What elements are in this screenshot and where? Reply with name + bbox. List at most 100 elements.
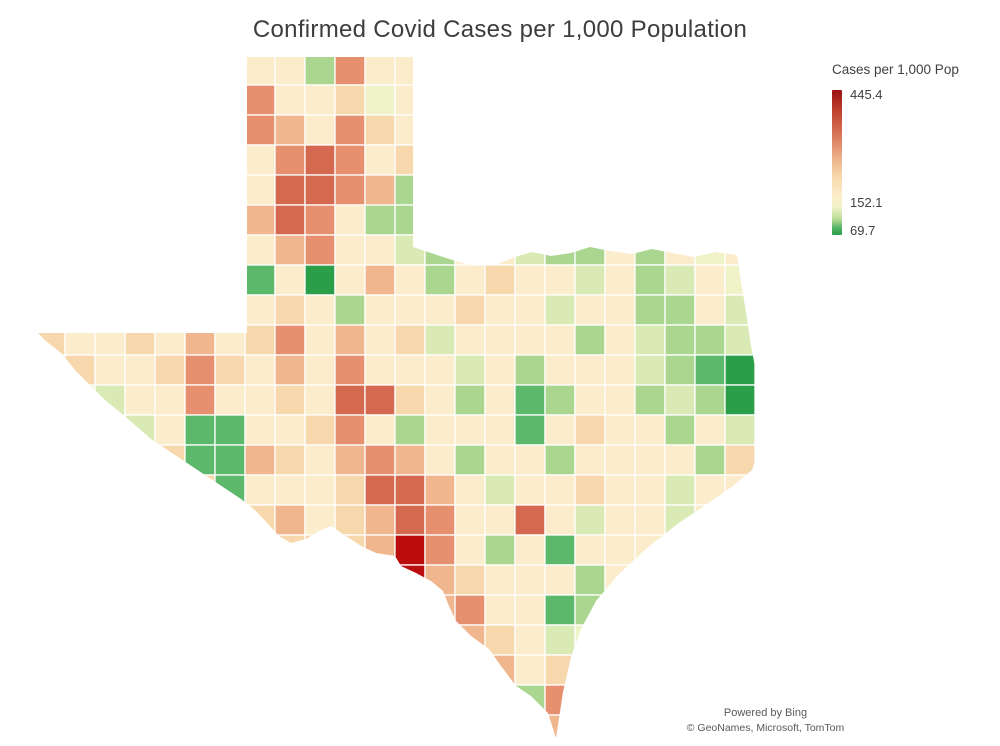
county-cell[interactable] — [334, 504, 366, 536]
county-cell[interactable] — [274, 144, 306, 176]
county-cell[interactable] — [664, 324, 696, 356]
county-cell[interactable] — [244, 474, 276, 506]
county-cell[interactable] — [454, 624, 486, 656]
county-cell[interactable] — [304, 84, 336, 116]
county-cell[interactable] — [274, 504, 306, 536]
county-cell[interactable] — [454, 354, 486, 386]
county-cell[interactable] — [394, 444, 426, 476]
county-cell[interactable] — [244, 174, 276, 206]
county-cell[interactable] — [544, 354, 576, 386]
county-cell[interactable] — [94, 384, 126, 416]
county-cell[interactable] — [364, 504, 396, 536]
county-cell[interactable] — [424, 594, 456, 626]
county-cell[interactable] — [64, 414, 96, 446]
county-cell[interactable] — [394, 55, 426, 86]
county-cell[interactable] — [604, 384, 636, 416]
county-cell[interactable] — [604, 354, 636, 386]
county-cell[interactable] — [544, 294, 576, 326]
county-cell[interactable] — [454, 234, 486, 266]
county-cell[interactable] — [394, 354, 426, 386]
county-cell[interactable] — [484, 414, 516, 446]
county-cell[interactable] — [304, 144, 336, 176]
county-cell[interactable] — [334, 354, 366, 386]
county-cell[interactable] — [35, 324, 66, 356]
county-cell[interactable] — [544, 474, 576, 506]
county-cell[interactable] — [604, 414, 636, 446]
county-cell[interactable] — [394, 234, 426, 266]
county-cell[interactable] — [424, 534, 456, 566]
county-cell[interactable] — [424, 324, 456, 356]
county-cell[interactable] — [544, 564, 576, 596]
county-cell[interactable] — [454, 564, 486, 596]
county-cell[interactable] — [514, 564, 546, 596]
county-cell[interactable] — [364, 384, 396, 416]
county-cell[interactable] — [244, 84, 276, 116]
county-cell[interactable] — [184, 324, 216, 356]
county-cell[interactable] — [154, 324, 186, 356]
county-cell[interactable] — [454, 384, 486, 416]
county-cell[interactable] — [664, 234, 696, 266]
county-cell[interactable] — [244, 264, 276, 296]
county-cell[interactable] — [394, 474, 426, 506]
county-cell[interactable] — [334, 534, 366, 566]
county-cell[interactable] — [484, 444, 516, 476]
county-cell[interactable] — [334, 234, 366, 266]
county-cell[interactable] — [124, 414, 156, 446]
county-cell[interactable] — [124, 384, 156, 416]
county-cell[interactable] — [634, 444, 666, 476]
county-cell[interactable] — [604, 234, 636, 266]
county-cell[interactable] — [244, 444, 276, 476]
county-cell[interactable] — [364, 84, 396, 116]
county-cell[interactable] — [244, 144, 276, 176]
county-cell[interactable] — [574, 474, 606, 506]
county-cell[interactable] — [274, 174, 306, 206]
county-cell[interactable] — [304, 414, 336, 446]
county-cell[interactable] — [244, 55, 276, 86]
county-cell[interactable] — [214, 414, 246, 446]
county-cell[interactable] — [694, 444, 726, 476]
county-cell[interactable] — [424, 264, 456, 296]
county-cell[interactable] — [604, 504, 636, 536]
county-cell[interactable] — [364, 174, 396, 206]
county-cell[interactable] — [544, 234, 576, 266]
county-cell[interactable] — [514, 234, 546, 266]
county-cell[interactable] — [664, 534, 696, 566]
county-cell[interactable] — [574, 624, 606, 656]
county-cell[interactable] — [544, 714, 576, 745]
county-cell[interactable] — [364, 234, 396, 266]
county-cell[interactable] — [664, 294, 696, 326]
county-cell[interactable] — [454, 474, 486, 506]
county-cell[interactable] — [724, 414, 756, 446]
county-cell[interactable] — [634, 294, 666, 326]
county-cell[interactable] — [724, 474, 756, 506]
county-cell[interactable] — [544, 684, 576, 716]
county-cell[interactable] — [604, 534, 636, 566]
county-cell[interactable] — [454, 534, 486, 566]
county-cell[interactable] — [694, 234, 726, 266]
county-cell[interactable] — [634, 414, 666, 446]
county-cell[interactable] — [274, 55, 306, 86]
county-cell[interactable] — [634, 324, 666, 356]
county-cell[interactable] — [484, 354, 516, 386]
county-cell[interactable] — [514, 504, 546, 536]
county-cell[interactable] — [694, 324, 726, 356]
county-cell[interactable] — [424, 384, 456, 416]
county-cell[interactable] — [274, 234, 306, 266]
county-cell[interactable] — [424, 504, 456, 536]
county-cell[interactable] — [514, 354, 546, 386]
county-cell[interactable] — [304, 504, 336, 536]
county-cell[interactable] — [334, 444, 366, 476]
county-cell[interactable] — [574, 534, 606, 566]
county-cell[interactable] — [604, 264, 636, 296]
county-cell[interactable] — [94, 354, 126, 386]
county-cell[interactable] — [334, 474, 366, 506]
county-cell[interactable] — [35, 384, 66, 416]
county-cell[interactable] — [244, 384, 276, 416]
county-cell[interactable] — [694, 504, 726, 536]
county-cell[interactable] — [274, 84, 306, 116]
county-cell[interactable] — [244, 324, 276, 356]
county-cell[interactable] — [304, 294, 336, 326]
county-cell[interactable] — [334, 55, 366, 86]
county-cell[interactable] — [424, 444, 456, 476]
county-cell[interactable] — [274, 384, 306, 416]
